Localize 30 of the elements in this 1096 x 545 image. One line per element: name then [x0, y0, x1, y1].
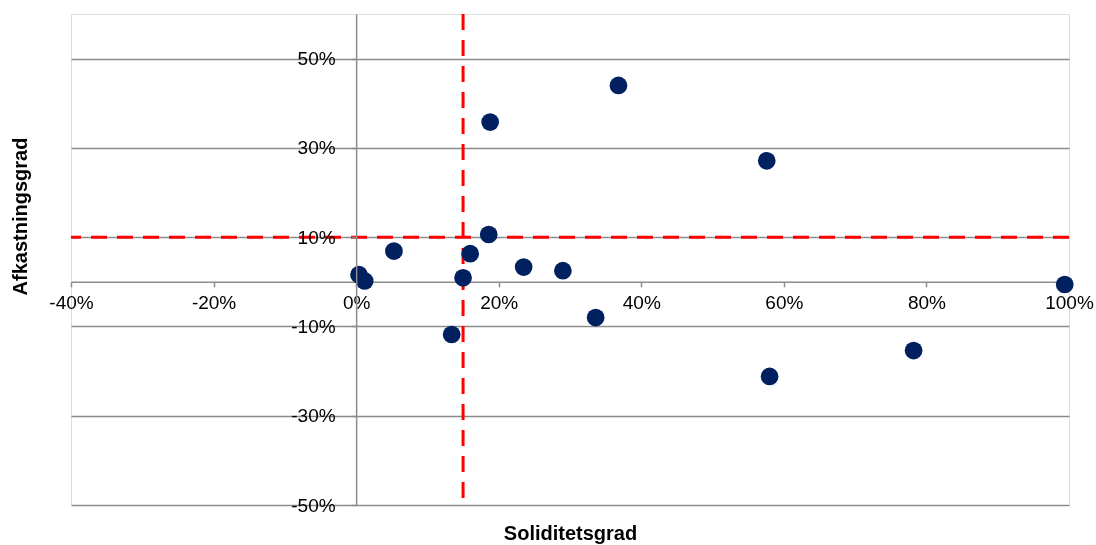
- point: [760, 367, 779, 386]
- point: [1055, 275, 1074, 294]
- point: [554, 261, 572, 280]
- y-tick-label: -50%: [291, 494, 336, 516]
- point: [609, 76, 628, 95]
- point: [454, 268, 472, 287]
- x-tick-label: 60%: [765, 292, 804, 314]
- x-tick-label: 20%: [480, 292, 519, 314]
- x-tick-label: 100%: [1045, 292, 1094, 314]
- point: [385, 242, 403, 260]
- point: [461, 244, 480, 263]
- x-axis-title: Soliditetsgrad: [503, 521, 638, 544]
- x-tick-label: 40%: [622, 292, 661, 314]
- point: [514, 258, 533, 276]
- y-axis-title: Afkastningsgrad: [8, 137, 31, 296]
- point: [442, 325, 461, 344]
- point: [355, 272, 374, 290]
- point: [586, 308, 605, 327]
- point: [757, 152, 776, 170]
- x-tick-label: 0%: [342, 292, 371, 314]
- y-tick-label: 30%: [297, 137, 336, 159]
- y-tick-label: 50%: [297, 48, 336, 70]
- x-tick-label: -40%: [49, 292, 94, 314]
- point: [479, 225, 498, 244]
- point: [904, 341, 923, 360]
- x-tick-label: -20%: [191, 292, 237, 314]
- y-tick-label: -10%: [291, 315, 336, 337]
- x-tick-label: 80%: [907, 292, 947, 314]
- point: [481, 113, 500, 131]
- y-tick-label: -30%: [291, 405, 336, 427]
